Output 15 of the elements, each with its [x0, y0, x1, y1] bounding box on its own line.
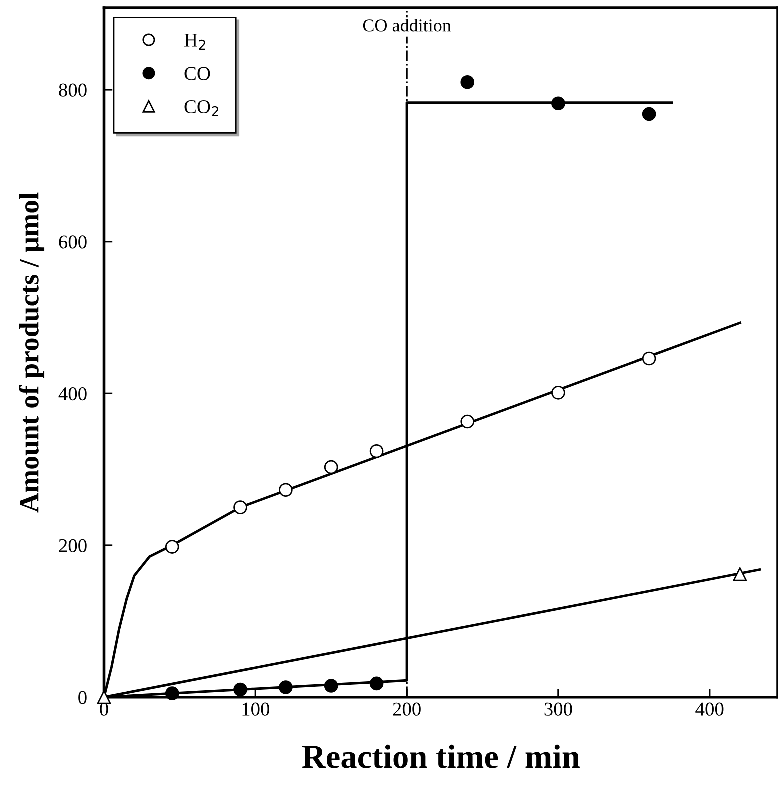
legend-label: CO	[184, 67, 210, 80]
y-tick-label: 400	[58, 387, 87, 401]
ref-line-label: CO addition	[363, 19, 452, 32]
x-tick-label: 300	[544, 702, 572, 716]
x-tick-label: 400	[696, 702, 724, 716]
x-tick-label: 100	[242, 702, 270, 716]
y-tick-label: 600	[59, 236, 87, 249]
y-tick-label: 800	[59, 84, 87, 97]
legend-label: CO$_{2}$	[184, 100, 218, 117]
x-tick-label: 200	[393, 702, 421, 716]
y-tick-label: 0	[78, 691, 87, 704]
x-axis-title: Reaction time / min	[302, 744, 580, 768]
y-axis-title: Amount of products / μmol	[19, 192, 45, 513]
legend-label: H$_{2}$	[184, 34, 206, 50]
y-tick-label: 200	[59, 539, 87, 552]
